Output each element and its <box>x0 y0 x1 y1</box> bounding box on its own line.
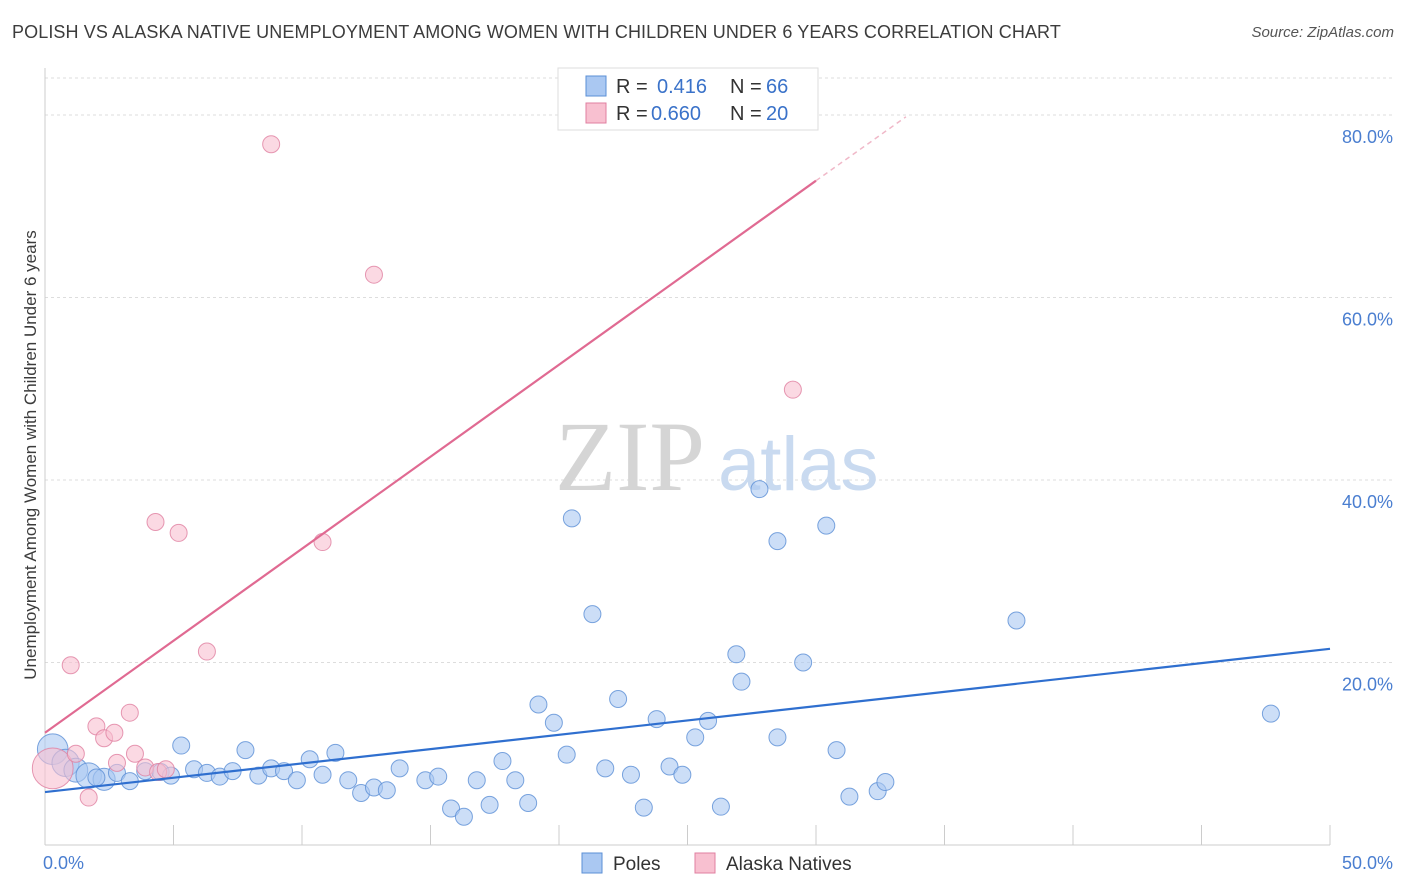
y-tick-label-1: 40.0% <box>1342 492 1393 512</box>
point-poles-53 <box>732 672 751 691</box>
point-poles-65 <box>87 768 106 787</box>
y-tick-label-3: 80.0% <box>1342 127 1393 147</box>
point-poles-47 <box>660 757 679 776</box>
point-poles-59 <box>827 741 846 760</box>
watermark-atlas: atlas <box>718 422 879 507</box>
trendline-alaska-extension <box>815 116 907 182</box>
axis-layer <box>44 68 1331 846</box>
point-poles-15 <box>236 741 255 760</box>
point-poles-31 <box>454 807 473 826</box>
point-poles-21 <box>313 765 332 784</box>
point-poles-58 <box>817 516 836 535</box>
point-poles-56 <box>768 728 787 747</box>
point-alaska-18 <box>364 265 383 284</box>
tick-label-layer: 20.0% 40.0% 60.0% 80.0% 0.0% 50.0% <box>43 127 1393 873</box>
stats-legend-swatch-alaska <box>585 102 607 124</box>
point-alaska-2 <box>79 788 98 807</box>
point-poles-54 <box>750 480 769 499</box>
stats-legend-n-label-poles: N = <box>730 76 762 98</box>
point-poles-49 <box>686 728 705 747</box>
point-poles-52 <box>727 645 746 664</box>
stats-legend-r-label-poles: R = <box>616 76 648 98</box>
point-poles-50 <box>699 711 718 730</box>
series-legend-label-poles: Poles <box>613 854 661 875</box>
point-poles-45 <box>634 798 653 817</box>
point-alaska-15 <box>197 642 216 661</box>
x-tick-label-max: 50.0% <box>1342 853 1393 873</box>
point-alaska-6 <box>105 723 124 742</box>
point-poles-20 <box>300 750 319 769</box>
stats-legend-n-value-alaska: 20 <box>766 103 788 125</box>
grid-layer <box>45 77 1392 663</box>
watermark-zip: ZIP <box>555 401 705 512</box>
point-poles-27 <box>390 759 409 778</box>
source-credit: Source: ZipAtlas.com <box>1251 24 1394 41</box>
point-alaska-3 <box>61 656 80 675</box>
point-poles-37 <box>529 695 548 714</box>
trendline-poles <box>44 647 1331 794</box>
point-poles-35 <box>506 771 525 790</box>
point-poles-57 <box>794 653 813 672</box>
point-alaska-8 <box>120 703 139 722</box>
points-layer <box>31 135 1280 826</box>
y-tick-label-0: 20.0% <box>1342 675 1393 695</box>
x-tick-label-min: 0.0% <box>43 853 84 873</box>
point-alaska-9 <box>125 744 144 763</box>
point-alaska-0 <box>31 747 74 790</box>
point-alaska-13 <box>146 512 165 531</box>
point-poles-23 <box>339 771 358 790</box>
y-tick-label-2: 60.0% <box>1342 310 1393 330</box>
stats-legend-swatch-poles <box>585 75 607 97</box>
trend-layer <box>44 116 1331 794</box>
point-alaska-17 <box>313 533 332 552</box>
point-poles-41 <box>583 605 602 624</box>
point-poles-22 <box>326 743 345 762</box>
point-poles-38 <box>544 713 563 732</box>
point-alaska-14 <box>169 523 188 542</box>
point-poles-26 <box>377 781 396 800</box>
point-poles-32 <box>467 771 486 790</box>
point-poles-62 <box>876 773 895 792</box>
point-poles-55 <box>768 532 787 551</box>
point-poles-30 <box>442 799 461 818</box>
point-poles-36 <box>519 794 538 813</box>
series-legend-swatch-poles <box>581 852 603 874</box>
point-poles-39 <box>557 745 576 764</box>
series-legend: Poles Alaska Natives <box>581 852 852 875</box>
point-alaska-7 <box>107 753 126 772</box>
watermark: ZIP atlas <box>555 401 879 512</box>
point-poles-60 <box>840 787 859 806</box>
point-alaska-19 <box>783 380 802 399</box>
point-poles-48 <box>673 765 692 784</box>
point-poles-10 <box>172 736 191 755</box>
stats-legend-r-label-alaska: R = <box>616 103 648 125</box>
chart-title: POLISH VS ALASKA NATIVE UNEMPLOYMENT AMO… <box>12 22 1061 42</box>
series-legend-swatch-alaska <box>694 852 716 874</box>
point-poles-64 <box>1261 704 1280 723</box>
point-poles-51 <box>711 797 730 816</box>
point-alaska-16 <box>262 135 281 154</box>
point-alaska-1 <box>66 744 85 763</box>
y-axis-label: Unemployment Among Women with Children U… <box>21 230 40 679</box>
stats-legend-n-value-poles: 66 <box>766 76 788 98</box>
stats-legend-n-label-alaska: N = <box>730 103 762 125</box>
stats-legend-r-value-alaska: 0.660 <box>651 103 701 125</box>
point-poles-40 <box>562 509 581 528</box>
point-poles-34 <box>493 752 512 771</box>
point-poles-44 <box>621 765 640 784</box>
point-poles-42 <box>596 759 615 778</box>
point-poles-19 <box>287 771 306 790</box>
point-alaska-12 <box>156 760 175 779</box>
point-poles-29 <box>429 767 448 786</box>
point-poles-63 <box>1007 611 1026 630</box>
stats-legend: R = 0.416 N = 66 R = 0.660 N = 20 <box>557 67 819 131</box>
trendline-alaska <box>44 179 817 734</box>
point-poles-33 <box>480 795 499 814</box>
stats-legend-r-value-poles: 0.416 <box>657 76 707 98</box>
series-legend-label-alaska: Alaska Natives <box>726 854 852 875</box>
point-poles-43 <box>609 690 628 708</box>
